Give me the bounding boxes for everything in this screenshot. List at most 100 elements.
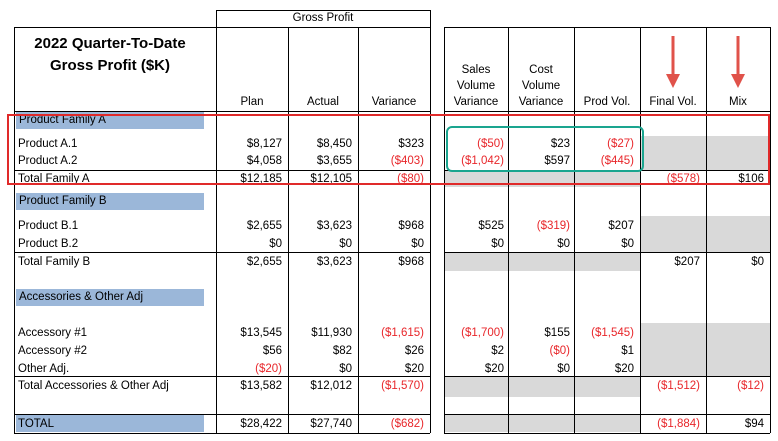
col-header-plan: Plan — [240, 96, 264, 108]
cell-pv: $20 — [614, 363, 634, 375]
section-band-family-a — [16, 112, 204, 129]
section-label-family-a: Product Family A — [19, 114, 106, 126]
grid-line — [430, 10, 431, 433]
section-band-family-b — [16, 193, 204, 210]
shaded-cells-family-b — [640, 216, 770, 252]
cell-pv: $207 — [608, 220, 634, 232]
shaded-total-family-b — [444, 253, 640, 271]
row-label: Product A.1 — [18, 138, 78, 150]
row-label: Total Accessories & Other Adj — [18, 380, 169, 392]
arrow-down-icon — [666, 36, 680, 88]
grid-line — [14, 376, 430, 377]
cell-cvv: ($319) — [536, 220, 570, 232]
cell-plan: $0 — [269, 238, 282, 250]
col-header-cost-volume-variance-1: Cost — [529, 64, 553, 76]
grid-line — [288, 27, 289, 433]
grid-line — [14, 433, 430, 434]
cell-plan: $56 — [262, 345, 282, 357]
grid-line — [640, 27, 641, 433]
row-label: Other Adj. — [18, 363, 70, 375]
gross-profit-group-header: Gross Profit — [292, 12, 354, 24]
row-label: Product A.2 — [18, 155, 78, 167]
grid-line — [770, 27, 771, 433]
cell-actual: $12,012 — [310, 380, 352, 392]
shaded-total-accessories — [444, 377, 640, 397]
grid-line — [574, 27, 575, 433]
section-label-family-b: Product Family B — [19, 195, 107, 207]
grid-line — [444, 27, 770, 28]
grid-line — [508, 27, 509, 433]
grid-line — [14, 414, 430, 415]
grid-line — [444, 414, 770, 415]
cell-variance: ($1,615) — [381, 327, 424, 339]
cell-svv: $20 — [484, 363, 504, 375]
cell-variance: $0 — [411, 238, 424, 250]
cell-cvv: $0 — [557, 238, 570, 250]
cell-cvv: $597 — [544, 155, 570, 167]
section-label-accessories: Accessories & Other Adj — [19, 291, 143, 303]
cell-actual: $3,623 — [316, 256, 352, 268]
row-label: Accessory #2 — [18, 345, 88, 357]
grid-line — [216, 27, 430, 28]
grid-line — [706, 27, 707, 433]
row-label: Product B.1 — [18, 220, 79, 232]
grid-line — [14, 27, 216, 28]
cell-svv: $2 — [491, 345, 504, 357]
cell-cvv: ($0) — [549, 345, 570, 357]
grid-line — [216, 10, 217, 433]
grid-line — [14, 252, 430, 253]
cell-plan: $13,582 — [240, 380, 282, 392]
grid-line — [14, 170, 430, 171]
cell-fv: $207 — [674, 256, 700, 268]
grid-line — [444, 252, 770, 253]
report-title-line-1: 2022 Quarter-To-Date — [34, 35, 186, 52]
cell-variance: ($682) — [390, 418, 424, 430]
cell-cvv: $0 — [557, 363, 570, 375]
col-header-final-vol: Final Vol. — [649, 96, 697, 108]
col-header-cost-volume-variance-2: Volume — [521, 80, 561, 92]
cell-plan: $13,545 — [240, 327, 282, 339]
cell-cvv: $23 — [550, 138, 570, 150]
col-header-sales-volume-variance-3: Variance — [453, 96, 499, 108]
cell-plan: ($20) — [255, 363, 282, 375]
cell-mix: $94 — [744, 418, 764, 430]
cell-variance: ($80) — [397, 173, 424, 185]
cell-actual: $0 — [339, 363, 352, 375]
row-label: TOTAL — [18, 418, 54, 430]
cell-svv: ($1,700) — [461, 327, 504, 339]
col-header-mix: Mix — [729, 96, 747, 108]
cell-variance: $323 — [398, 138, 424, 150]
col-header-cost-volume-variance-3: Variance — [518, 96, 564, 108]
section-band-accessories — [16, 289, 204, 306]
cell-fv: ($1,512) — [657, 380, 700, 392]
cell-variance: ($403) — [390, 155, 424, 167]
col-header-variance: Variance — [371, 96, 417, 108]
grid-line — [444, 27, 445, 433]
highlight-volume-variance-box — [446, 126, 644, 172]
col-header-sales-volume-variance-1: Sales — [461, 64, 491, 76]
cell-mix: ($12) — [737, 380, 764, 392]
cell-plan: $8,127 — [246, 138, 282, 150]
cell-pv: ($27) — [607, 138, 634, 150]
cell-actual: $12,105 — [310, 173, 352, 185]
row-label: Product B.2 — [18, 238, 79, 250]
cell-plan: $28,422 — [240, 418, 282, 430]
cell-svv: ($50) — [477, 138, 504, 150]
cell-plan: $2,655 — [246, 220, 282, 232]
col-header-sales-volume-variance-2: Volume — [456, 80, 496, 92]
cell-variance: $968 — [398, 220, 424, 232]
cell-actual: $27,740 — [310, 418, 352, 430]
cell-actual: $8,450 — [316, 138, 352, 150]
cell-mix: $0 — [751, 256, 764, 268]
section-band-total — [16, 415, 204, 432]
col-header-actual: Actual — [307, 96, 339, 108]
cell-actual: $11,930 — [311, 327, 352, 339]
arrow-down-icon — [731, 36, 745, 88]
cell-fv: ($578) — [666, 173, 700, 185]
row-label: Total Family B — [18, 256, 91, 268]
cell-variance: $968 — [398, 256, 424, 268]
highlight-family-a-box — [7, 114, 770, 185]
cell-pv: $1 — [621, 345, 634, 357]
shaded-cells-accessories — [640, 323, 770, 376]
row-label: Accessory #1 — [18, 327, 88, 339]
